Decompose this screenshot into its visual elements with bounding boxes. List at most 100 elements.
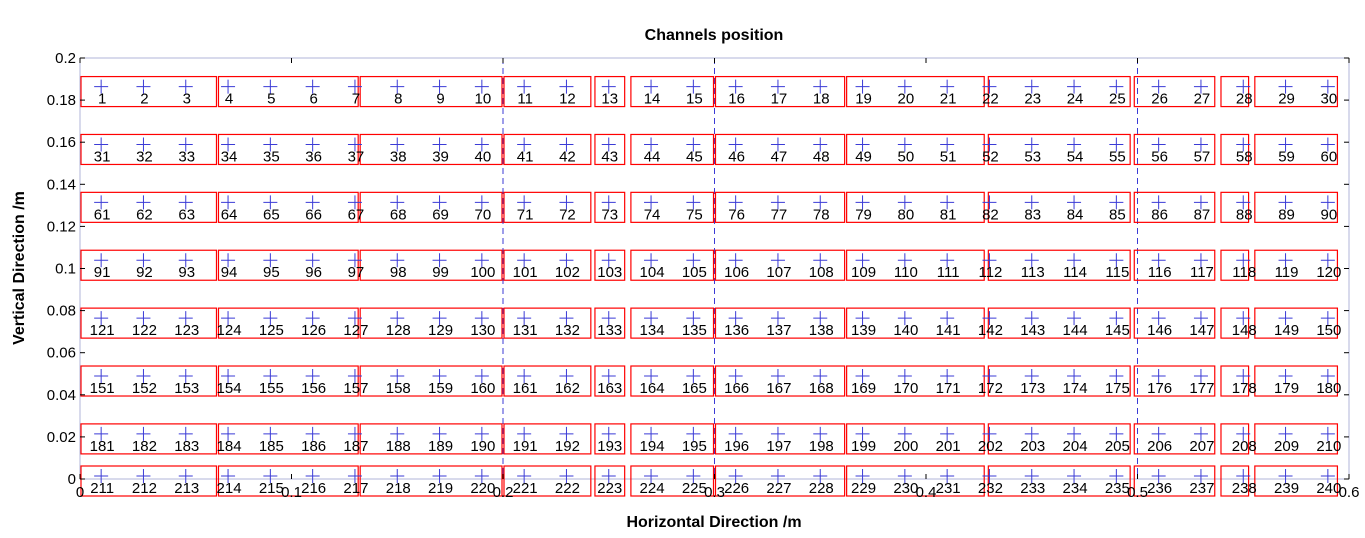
- channel-label: 180: [1316, 380, 1341, 397]
- channel-label: 94: [221, 264, 238, 281]
- channel-marker: [940, 137, 955, 152]
- channel-label: 104: [640, 264, 665, 281]
- channel-box: [846, 465, 985, 497]
- channel-box: [594, 75, 626, 108]
- channel-marker: [474, 137, 489, 152]
- channel-marker: [1067, 195, 1082, 210]
- channel-label: 37: [348, 148, 365, 165]
- channel-label: 128: [386, 322, 411, 339]
- channel-marker: [1193, 195, 1208, 210]
- channel-marker: [178, 369, 193, 384]
- channel-label: 29: [1278, 91, 1295, 108]
- channel-marker: [1151, 469, 1166, 483]
- channel-label: 193: [597, 438, 622, 455]
- channel-box: [1254, 249, 1339, 281]
- channel-label: 175: [1105, 380, 1130, 397]
- channel-label: 155: [259, 380, 284, 397]
- channel-label: 86: [1151, 206, 1168, 223]
- channel-box: [987, 191, 1131, 223]
- channel-marker: [1278, 311, 1293, 326]
- channel-label: 146: [1147, 322, 1172, 339]
- channel-marker: [601, 311, 616, 326]
- channel-label: 120: [1316, 264, 1341, 281]
- channel-label: 12: [559, 91, 576, 108]
- channel-label: 141: [936, 322, 961, 339]
- channel-marker: [1278, 79, 1293, 94]
- channel-label: 122: [132, 322, 157, 339]
- channel-label: 130: [470, 322, 495, 339]
- channel-box: [503, 365, 592, 397]
- channel-marker: [347, 426, 362, 441]
- channel-label: 212: [132, 480, 157, 497]
- channel-box: [714, 249, 846, 281]
- channel-marker: [813, 369, 828, 384]
- channel-label: 186: [301, 438, 326, 455]
- channel-label: 60: [1321, 148, 1338, 165]
- channel-label: 168: [809, 380, 834, 397]
- channel-box: [594, 465, 626, 497]
- channel-labels: 1 2 3 4 5 6 7 8 9 10 11 12 13 14 15 16 17 18 19 20 21 22 23 24 2…: [90, 91, 1342, 497]
- channel-marker: [644, 253, 659, 268]
- channel-label: 157: [343, 380, 368, 397]
- channel-marker: [221, 253, 236, 268]
- channel-box: [987, 307, 1131, 339]
- channel-label: 211: [90, 480, 114, 497]
- channel-label: 235: [1105, 480, 1130, 497]
- channel-box: [80, 365, 218, 397]
- channel-label: 99: [432, 264, 449, 281]
- channel-label: 30: [1321, 91, 1338, 108]
- channel-label: 100: [470, 264, 495, 281]
- channel-marker: [897, 195, 912, 210]
- channel-label: 149: [1274, 322, 1299, 339]
- channel-label: 239: [1274, 480, 1299, 497]
- channel-marker: [390, 137, 405, 152]
- channel-box: [630, 307, 715, 339]
- channel-label: 190: [470, 438, 495, 455]
- channel-label: 222: [555, 480, 580, 497]
- channel-marker: [94, 253, 109, 268]
- channel-marker: [686, 79, 701, 94]
- channel-marker: [644, 369, 659, 384]
- channel-box: [714, 133, 846, 166]
- channel-marker: [982, 253, 997, 268]
- channel-box: [217, 365, 359, 397]
- channel-box: [630, 133, 715, 166]
- channel-marker: [982, 137, 997, 152]
- channel-label: 223: [597, 480, 622, 497]
- channel-label: 169: [851, 380, 876, 397]
- channel-marker: [1151, 369, 1166, 384]
- channel-marker: [517, 426, 532, 441]
- channel-marker: [263, 137, 278, 152]
- channel-box: [1133, 465, 1216, 497]
- channel-label: 85: [1109, 206, 1126, 223]
- channel-box: [1220, 191, 1250, 223]
- channel-marker: [897, 137, 912, 152]
- channel-marker: [1109, 426, 1124, 441]
- x-tick-label: 0.2: [493, 484, 514, 501]
- channel-marker: [1320, 469, 1335, 483]
- channel-box: [630, 465, 715, 497]
- channel-label: 15: [686, 91, 703, 108]
- channel-marker: [559, 369, 574, 384]
- channel-label: 165: [682, 380, 707, 397]
- channel-boxes: [80, 75, 1339, 497]
- channel-box: [594, 423, 626, 455]
- channel-label: 230: [893, 480, 918, 497]
- channel-marker: [559, 311, 574, 326]
- channel-marker: [1067, 253, 1082, 268]
- channel-label: 32: [136, 148, 153, 165]
- channel-label: 237: [1189, 480, 1214, 497]
- channel-marker: [136, 195, 151, 210]
- channel-marker: [136, 253, 151, 268]
- channel-marker: [728, 79, 743, 94]
- channel-marker: [601, 253, 616, 268]
- channel-marker: [1067, 369, 1082, 384]
- channel-marker: [178, 79, 193, 94]
- channel-marker: [1193, 426, 1208, 441]
- channel-marker: [1278, 426, 1293, 441]
- channel-label: 197: [766, 438, 791, 455]
- channel-box: [217, 423, 359, 455]
- channel-marker: [813, 311, 828, 326]
- channel-marker: [559, 469, 574, 483]
- channel-box: [217, 249, 359, 281]
